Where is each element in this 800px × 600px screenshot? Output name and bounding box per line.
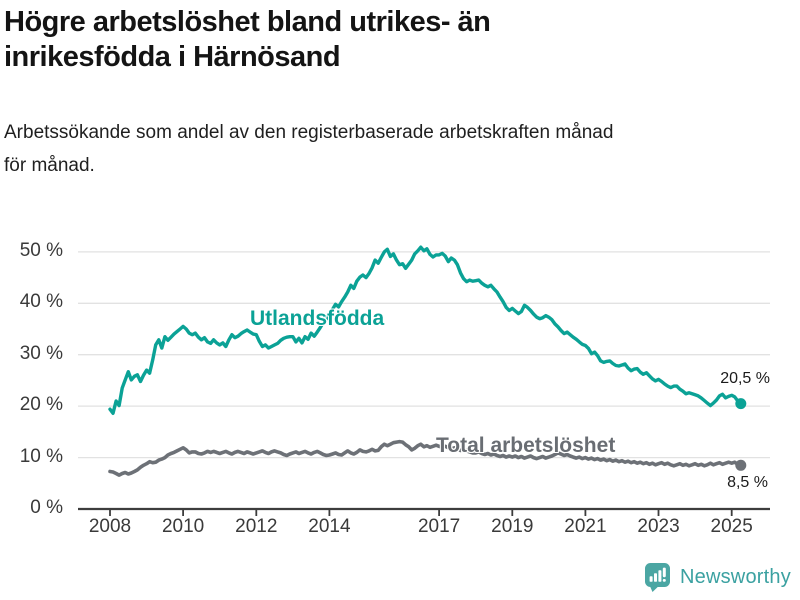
end-value-label-utlandsfodda: 20,5 % <box>720 370 770 387</box>
series-label-total-arbetsloshet: Total arbetslöshet <box>436 434 616 457</box>
brand-footer: Newsworthy <box>644 562 791 593</box>
x-axis-label: 2017 <box>417 516 461 537</box>
x-axis-label: 2023 <box>637 516 680 537</box>
x-axis-label: 2010 <box>161 516 205 537</box>
utlandsfodda-end-dot <box>735 398 747 410</box>
page-title: Högre arbetslöshet bland utrikes- än inr… <box>4 6 491 73</box>
x-axis-label: 2021 <box>564 516 607 537</box>
y-axis-label: 50 % <box>19 239 63 261</box>
x-axis-label: 2025 <box>710 516 753 537</box>
end-value-label-total-arbetsloshet: 8,5 % <box>727 474 768 491</box>
y-axis-label: 0 % <box>30 497 63 518</box>
y-axis-label: 30 % <box>19 342 63 364</box>
y-axis-label: 40 % <box>19 291 63 313</box>
x-axis-label: 2012 <box>235 516 278 537</box>
series-label-utlandsfodda: Utlandsfödda <box>250 307 385 330</box>
x-axis-label: 2008 <box>88 516 132 537</box>
x-axis-label: 2019 <box>491 516 534 537</box>
y-axis-label: 10 % <box>19 445 63 467</box>
newsworthy-logo-icon <box>645 563 670 592</box>
total-arbetsloshet-line <box>108 439 743 477</box>
x-axis-label: 2014 <box>308 516 351 537</box>
brand-name: Newsworthy <box>680 566 791 588</box>
utlandsfodda-line <box>108 245 743 415</box>
total-arbetsloshet-end-dot <box>735 459 747 471</box>
chart-subtitle: Arbetssökande som andel av den registerb… <box>4 122 614 176</box>
y-axis-label: 20 % <box>19 394 63 416</box>
